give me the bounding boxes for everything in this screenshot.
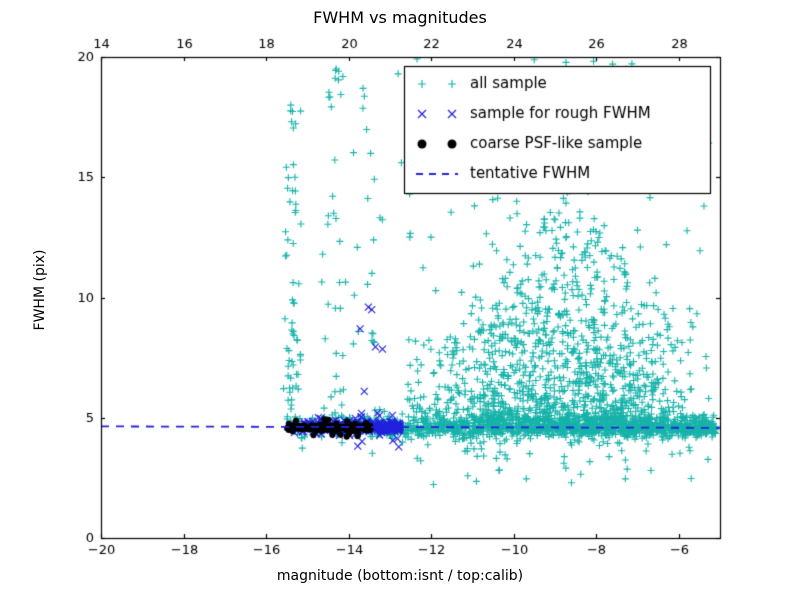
figure-canvas-container: FWHM vs magnitudes magnitude (bottom:isn… [0,0,800,600]
scatter-plot-canvas[interactable] [0,0,800,600]
